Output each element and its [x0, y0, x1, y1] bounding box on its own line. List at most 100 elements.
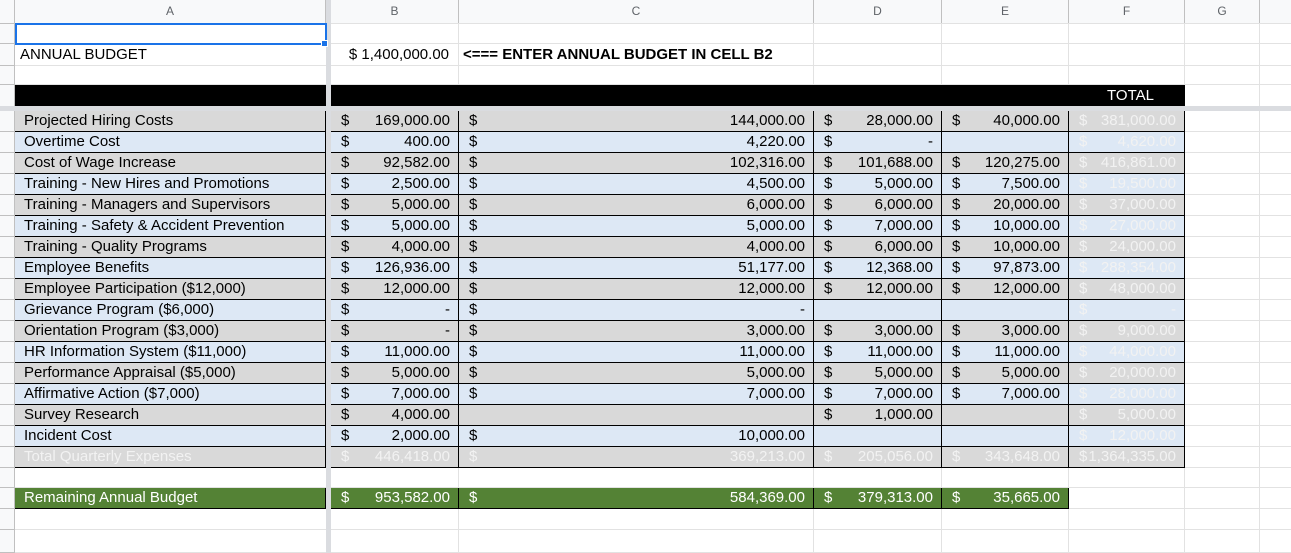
amount-cell-d[interactable]: $101,688.00	[814, 153, 942, 174]
frozen-row-divider[interactable]	[0, 106, 1291, 111]
row-header[interactable]	[0, 509, 15, 530]
amount-cell-f[interactable]: $288,354.00	[1069, 258, 1185, 279]
column-header-g[interactable]: G	[1185, 0, 1260, 24]
frozen-column-divider[interactable]	[326, 0, 331, 553]
row-header[interactable]	[0, 426, 15, 447]
amount-cell-e[interactable]: $10,000.00	[942, 216, 1069, 237]
amount-cell-b[interactable]: $4,000.00	[331, 237, 459, 258]
amount-cell-d[interactable]: $11,000.00	[814, 342, 942, 363]
amount-cell-c[interactable]: $7,000.00	[459, 384, 814, 405]
select-all-corner[interactable]	[0, 0, 15, 24]
amount-cell-e[interactable]: $97,873.00	[942, 258, 1069, 279]
amount-cell-c[interactable]	[459, 405, 814, 426]
amount-cell-c[interactable]: $3,000.00	[459, 321, 814, 342]
row-label-cell[interactable]: Incident Cost	[15, 426, 326, 447]
row-label-cell[interactable]: Orientation Program ($3,000)	[15, 321, 326, 342]
amount-cell-e[interactable]	[942, 132, 1069, 153]
amount-cell-f[interactable]: $9,000.00	[1069, 321, 1185, 342]
amount-cell-e[interactable]: $10,000.00	[942, 237, 1069, 258]
column-header-f[interactable]: F	[1069, 0, 1185, 24]
amount-cell-e[interactable]: $11,000.00	[942, 342, 1069, 363]
row-label-cell[interactable]: Training - Safety & Accident Prevention	[15, 216, 326, 237]
amount-cell-c[interactable]: $5,000.00	[459, 363, 814, 384]
amount-cell-e[interactable]	[942, 405, 1069, 426]
row-header[interactable]	[0, 111, 15, 132]
amount-cell-f[interactable]: $12,000.00	[1069, 426, 1185, 447]
row-header[interactable]	[0, 132, 15, 153]
amount-cell-d[interactable]: $12,000.00	[814, 279, 942, 300]
amount-cell-d[interactable]: $28,000.00	[814, 111, 942, 132]
row-header[interactable]	[0, 300, 15, 321]
amount-cell-c[interactable]: $144,000.00	[459, 111, 814, 132]
amount-cell-f[interactable]: $5,000.00	[1069, 405, 1185, 426]
amount-cell-b[interactable]: $400.00	[331, 132, 459, 153]
row-label-cell[interactable]: Training - Managers and Supervisors	[15, 195, 326, 216]
amount-cell-c[interactable]: $6,000.00	[459, 195, 814, 216]
amount-cell-d[interactable]: $12,368.00	[814, 258, 942, 279]
column-header-h[interactable]	[1260, 0, 1291, 24]
amount-cell-b[interactable]: $2,000.00	[331, 426, 459, 447]
amount-cell-d[interactable]: $6,000.00	[814, 237, 942, 258]
amount-cell-d[interactable]	[814, 426, 942, 447]
row-label-cell[interactable]: Total Quarterly Expenses	[15, 447, 326, 468]
column-header-d[interactable]: D	[814, 0, 942, 24]
remaining-amount-e[interactable]: $35,665.00	[942, 488, 1069, 509]
amount-cell-c[interactable]: $51,177.00	[459, 258, 814, 279]
column-header-b[interactable]: B	[331, 0, 459, 24]
amount-cell-c[interactable]: $4,220.00	[459, 132, 814, 153]
amount-cell-e[interactable]: $7,000.00	[942, 384, 1069, 405]
amount-cell-b[interactable]: $11,000.00	[331, 342, 459, 363]
amount-cell-f[interactable]: $4,620.00	[1069, 132, 1185, 153]
amount-cell-c[interactable]: $11,000.00	[459, 342, 814, 363]
amount-cell-d[interactable]: $7,000.00	[814, 384, 942, 405]
amount-cell-c[interactable]: $4,500.00	[459, 174, 814, 195]
amount-cell-b[interactable]: $446,418.00	[331, 447, 459, 468]
amount-cell-b[interactable]: $ -	[331, 321, 459, 342]
row-header[interactable]	[0, 258, 15, 279]
amount-cell-d[interactable]: $1,000.00	[814, 405, 942, 426]
amount-cell-f[interactable]: $28,000.00	[1069, 384, 1185, 405]
amount-cell-b[interactable]: $4,000.00	[331, 405, 459, 426]
row-header[interactable]	[0, 24, 15, 44]
amount-cell-f[interactable]: $24,000.00	[1069, 237, 1185, 258]
row-label-cell[interactable]: Training - Quality Programs	[15, 237, 326, 258]
amount-cell-d[interactable]	[814, 300, 942, 321]
row-header[interactable]	[0, 279, 15, 300]
row-header[interactable]	[0, 447, 15, 468]
amount-cell-f[interactable]: $416,861.00	[1069, 153, 1185, 174]
remaining-label-cell[interactable]: Remaining Annual Budget	[15, 488, 326, 509]
row-header[interactable]	[0, 66, 15, 85]
annual-budget-input[interactable]: $ 1,400,000.00	[348, 46, 449, 63]
amount-cell-d[interactable]: $205,056.00	[814, 447, 942, 468]
amount-cell-b[interactable]: $5,000.00	[331, 363, 459, 384]
row-header[interactable]	[0, 530, 15, 553]
amount-cell-f[interactable]: $20,000.00	[1069, 363, 1185, 384]
fill-handle[interactable]	[321, 40, 328, 47]
row-header[interactable]	[0, 363, 15, 384]
row-header[interactable]	[0, 488, 15, 509]
row-header[interactable]	[0, 321, 15, 342]
amount-cell-d[interactable]: $5,000.00	[814, 363, 942, 384]
remaining-amount-d[interactable]: $379,313.00	[814, 488, 942, 509]
remaining-amount-c[interactable]: $584,369.00	[459, 488, 814, 509]
amount-cell-f[interactable]: $381,000.00	[1069, 111, 1185, 132]
amount-cell-e[interactable]	[942, 426, 1069, 447]
amount-cell-e[interactable]: $120,275.00	[942, 153, 1069, 174]
amount-cell-b[interactable]: $2,500.00	[331, 174, 459, 195]
amount-cell-f[interactable]: $ -	[1069, 300, 1185, 321]
row-header[interactable]	[0, 216, 15, 237]
amount-cell-c[interactable]: $369,213.00	[459, 447, 814, 468]
selected-cell-a1[interactable]	[15, 23, 327, 45]
row-header[interactable]	[0, 405, 15, 426]
amount-cell-e[interactable]: $5,000.00	[942, 363, 1069, 384]
amount-cell-b[interactable]: $92,582.00	[331, 153, 459, 174]
row-label-cell[interactable]: Training - New Hires and Promotions	[15, 174, 326, 195]
row-header[interactable]	[0, 174, 15, 195]
column-header-a[interactable]: A	[15, 0, 326, 24]
row-label-cell[interactable]: Employee Benefits	[15, 258, 326, 279]
amount-cell-b[interactable]: $169,000.00	[331, 111, 459, 132]
amount-cell-f[interactable]: $19,500.00	[1069, 174, 1185, 195]
amount-cell-e[interactable]: $40,000.00	[942, 111, 1069, 132]
amount-cell-c[interactable]: $5,000.00	[459, 216, 814, 237]
row-header[interactable]	[0, 237, 15, 258]
